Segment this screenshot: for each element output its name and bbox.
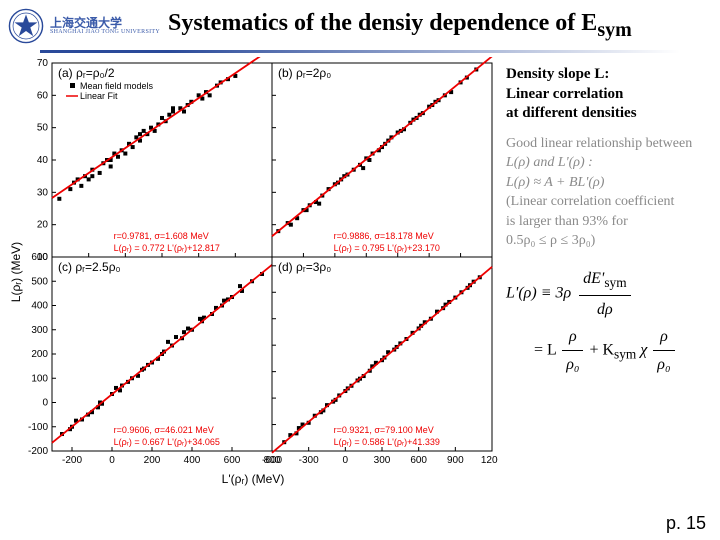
svg-text:1200: 1200	[481, 455, 498, 466]
side-gray-line: Good linear relationship between	[506, 134, 708, 154]
side-text: Density slope L: Linear correlation at d…	[498, 57, 712, 487]
svg-text:(d) ρᵣ=3ρ₀: (d) ρᵣ=3ρ₀	[278, 260, 331, 274]
svg-text:40: 40	[37, 155, 49, 166]
side-bold: Density slope L: Linear correlation at d…	[506, 65, 708, 124]
side-gray-line: 0.5ρ₀ ≤ ρ ≤ 3ρ₀)	[506, 231, 708, 251]
side-gray-line: L(ρ) and L'(ρ) :	[506, 153, 708, 173]
side-gray-line: is larger than 93% for	[506, 212, 708, 232]
svg-text:L'(ρᵣ) (MeV): L'(ρᵣ) (MeV)	[222, 472, 285, 486]
svg-text:Linear Fit: Linear Fit	[80, 91, 118, 101]
side-bold-line: Density slope L:	[506, 65, 708, 85]
slide-content: L(ρᵣ) (MeV)L'(ρᵣ) (MeV)10203040506070(a)…	[0, 57, 720, 487]
side-gray-line: (Linear correlation coefficient	[506, 192, 708, 212]
svg-text:20: 20	[37, 220, 49, 231]
svg-text:L(ρᵣ) = 0.586 L'(ρᵣ)+41.339: L(ρᵣ) = 0.586 L'(ρᵣ)+41.339	[334, 437, 440, 447]
svg-text:500: 500	[31, 276, 48, 287]
title-sub: sym	[597, 19, 631, 41]
side-gray-line: L(ρ) ≈ A + BL'(ρ)	[506, 173, 708, 193]
svg-text:Mean field models: Mean field models	[80, 81, 154, 91]
header-rule	[40, 50, 680, 53]
svg-text:-200: -200	[28, 446, 48, 457]
slide-title: Systematics of the densiy dependence of …	[168, 10, 632, 42]
svg-text:r=0.9781, σ=1.608 MeV: r=0.9781, σ=1.608 MeV	[114, 231, 209, 241]
svg-text:100: 100	[31, 373, 48, 384]
svg-text:L(ρᵣ) = 0.772 L'(ρᵣ)+12.817: L(ρᵣ) = 0.772 L'(ρᵣ)+12.817	[114, 243, 220, 253]
svg-text:(a) ρᵣ=ρ₀/2: (a) ρᵣ=ρ₀/2	[58, 66, 115, 80]
svg-text:70: 70	[37, 58, 49, 69]
svg-text:-200: -200	[62, 455, 82, 466]
svg-text:200: 200	[31, 349, 48, 360]
svg-text:30: 30	[37, 187, 49, 198]
svg-text:600: 600	[410, 455, 427, 466]
chart-svg: L(ρᵣ) (MeV)L'(ρᵣ) (MeV)10203040506070(a)…	[8, 57, 498, 487]
side-gray: Good linear relationship between L(ρ) an…	[506, 134, 708, 252]
svg-text:600: 600	[224, 455, 241, 466]
svg-text:0: 0	[42, 398, 48, 409]
svg-text:-300: -300	[299, 455, 319, 466]
university-name-cn: 上海交通大学	[50, 17, 160, 29]
svg-text:400: 400	[184, 455, 201, 466]
svg-text:L(ρᵣ) = 0.795 L'(ρᵣ)+23.170: L(ρᵣ) = 0.795 L'(ρᵣ)+23.170	[334, 243, 440, 253]
side-bold-line: at different densities	[506, 104, 708, 124]
svg-text:400: 400	[31, 301, 48, 312]
svg-text:200: 200	[144, 455, 161, 466]
svg-text:300: 300	[31, 325, 48, 336]
svg-text:-600: -600	[262, 455, 282, 466]
svg-text:300: 300	[374, 455, 391, 466]
page-number: p. 15	[666, 513, 706, 534]
slide-header: 上海交通大学 SHANGHAI JIAO TONG UNIVERSITY Sys…	[0, 0, 720, 48]
svg-text:600: 600	[31, 252, 48, 263]
svg-text:0: 0	[343, 455, 349, 466]
svg-text:r=0.9321, σ=79.100 MeV: r=0.9321, σ=79.100 MeV	[334, 425, 434, 435]
svg-text:(c) ρᵣ=2.5ρ₀: (c) ρᵣ=2.5ρ₀	[58, 260, 121, 274]
svg-text:L(ρᵣ) (MeV): L(ρᵣ) (MeV)	[9, 242, 23, 302]
svg-text:0: 0	[109, 455, 115, 466]
equation-block: L'(ρ) ≡ 3ρ dE'sym dρ = L ρ ρ₀ + Ksym χ ρ…	[506, 265, 708, 378]
university-name-en: SHANGHAI JIAO TONG UNIVERSITY	[50, 29, 160, 35]
equation-1: L'(ρ) ≡ 3ρ dE'sym dρ	[506, 265, 708, 323]
svg-text:50: 50	[37, 123, 49, 134]
svg-text:L(ρᵣ) = 0.667 L'(ρᵣ)+34.065: L(ρᵣ) = 0.667 L'(ρᵣ)+34.065	[114, 437, 220, 447]
svg-text:r=0.9606, σ=46.021 MeV: r=0.9606, σ=46.021 MeV	[114, 425, 214, 435]
chart-grid: L(ρᵣ) (MeV)L'(ρᵣ) (MeV)10203040506070(a)…	[8, 57, 498, 487]
svg-text:60: 60	[37, 90, 49, 101]
university-name: 上海交通大学 SHANGHAI JIAO TONG UNIVERSITY	[50, 17, 160, 35]
svg-text:r=0.9886, σ=18.178 MeV: r=0.9886, σ=18.178 MeV	[334, 231, 434, 241]
university-logo	[8, 8, 44, 44]
svg-text:-100: -100	[28, 422, 48, 433]
svg-text:(b) ρᵣ=2ρ₀: (b) ρᵣ=2ρ₀	[278, 66, 331, 80]
side-bold-line: Linear correlation	[506, 85, 708, 105]
title-main: Systematics of the densiy dependence of …	[168, 10, 597, 36]
equation-2: = L ρ ρ₀ + Ksym χ ρ ρ₀	[534, 323, 708, 378]
svg-text:900: 900	[447, 455, 464, 466]
